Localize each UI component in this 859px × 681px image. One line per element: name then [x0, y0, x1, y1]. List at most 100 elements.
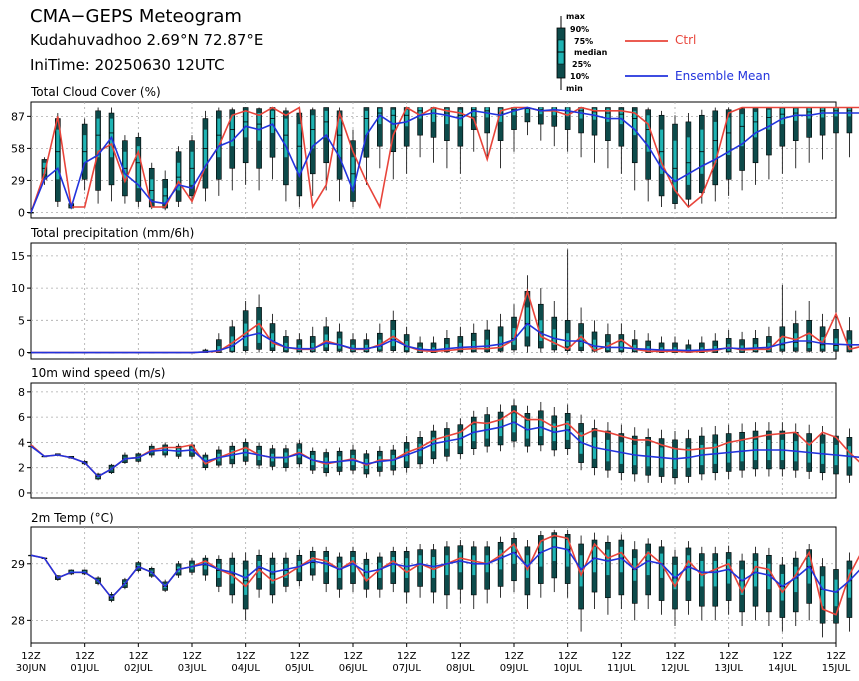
x-tick-date-label: 15JUL — [822, 663, 851, 674]
y-tick-label-wind: 6 — [18, 411, 25, 424]
box-inner-precip — [284, 342, 288, 350]
box-inner-temp — [727, 559, 731, 584]
box-inner-cloud — [136, 146, 140, 189]
box-inner-cloud — [727, 117, 731, 156]
box-inner-cloud — [150, 179, 154, 200]
box-inner-cloud — [606, 108, 610, 122]
x-tick-date-label: 13JUL — [714, 663, 743, 674]
box-inner-cloud — [324, 110, 328, 138]
x-tick-hour-label: 12Z — [182, 651, 202, 662]
box-outer-cloud — [605, 107, 611, 141]
box-inner-precip — [472, 340, 476, 350]
box-inner-cloud — [284, 118, 288, 158]
legend-median-label: median — [574, 48, 608, 57]
y-tick-label-cloud: 58 — [11, 142, 25, 155]
box-inner-temp — [821, 576, 825, 607]
box-inner-temp — [445, 555, 449, 576]
box-inner-precip — [297, 344, 301, 351]
box-inner-precip — [391, 330, 395, 347]
box-inner-cloud — [56, 129, 60, 180]
box-inner-temp — [606, 549, 610, 576]
box-inner-cloud — [673, 140, 677, 191]
box-outer-cloud — [457, 107, 464, 147]
box-inner-cloud — [432, 108, 435, 122]
box-inner-temp — [552, 538, 556, 561]
box-inner-precip — [458, 342, 462, 350]
x-tick-date-label: 30JUN — [16, 663, 46, 674]
x-tick-hour-label: 12Z — [612, 651, 632, 662]
box-inner-precip — [633, 344, 637, 351]
box-inner-cloud — [297, 124, 301, 174]
box-inner-precip — [244, 323, 248, 347]
y-tick-label-cloud: 0 — [18, 206, 25, 219]
y-tick-label-wind: 8 — [18, 386, 25, 399]
box-inner-cloud — [257, 113, 261, 141]
mean-line-precip — [31, 322, 859, 354]
box-inner-temp — [794, 566, 798, 593]
box-inner-precip — [593, 339, 596, 350]
location-label: Kudahuvadhoo 2.69°N 72.87°E — [30, 31, 264, 49]
mean-line-temp — [30, 545, 859, 599]
box-inner-cloud — [686, 137, 690, 185]
box-inner-precip — [566, 333, 570, 347]
x-tick-hour-label: 12Z — [290, 651, 310, 662]
mean-line-cloud — [30, 106, 859, 213]
x-tick-date-label: 04JUL — [231, 663, 260, 674]
x-tick-date-label: 08JUL — [446, 663, 475, 674]
box-inner-temp — [807, 556, 811, 584]
y-tick-label-precip: 15 — [11, 250, 25, 263]
box-inner-temp — [566, 540, 570, 567]
y-tick-label-cloud: 29 — [11, 174, 25, 187]
x-tick-hour-label: 12Z — [558, 651, 578, 662]
legend-p25-label: 25% — [572, 60, 592, 69]
legend-min-label: min — [566, 84, 583, 93]
box-inner-cloud — [418, 107, 422, 119]
x-tick-hour-label: 12Z — [665, 651, 685, 662]
y-tick-label-wind: 4 — [18, 436, 25, 449]
box-inner-cloud — [713, 121, 717, 163]
box-inner-temp — [686, 555, 690, 581]
init-time-label: IniTime: 20250630 12UTC — [30, 56, 225, 74]
x-tick-date-label: 09JUL — [500, 663, 529, 674]
box-outer-cloud — [618, 107, 625, 147]
box-inner-precip — [257, 320, 261, 343]
box-inner-temp — [405, 558, 409, 578]
y-tick-label-precip: 5 — [18, 314, 25, 327]
legend-max-label: max — [566, 12, 585, 21]
x-tick-hour-label: 12Z — [75, 651, 95, 662]
x-tick-hour-label: 12Z — [719, 651, 739, 662]
box-inner-temp — [593, 546, 596, 573]
panel-title-wind: 10m wind speed (m/s) — [31, 366, 166, 380]
panel-title-cloud: Total Cloud Cover (%) — [31, 85, 161, 99]
box-inner-cloud — [244, 110, 248, 138]
legend-mean-label: Ensemble Mean — [675, 69, 771, 83]
y-tick-label-temp: 28 — [11, 614, 25, 627]
x-tick-date-label: 02JUL — [124, 663, 153, 674]
legend-p10-label: 10% — [570, 72, 590, 81]
box-inner-cloud — [633, 110, 637, 136]
box-inner-cloud — [472, 107, 476, 117]
y-tick-label-wind: 2 — [18, 462, 25, 475]
box-inner-temp — [619, 546, 623, 573]
y-tick-label-cloud: 87 — [11, 110, 25, 123]
box-inner-precip — [485, 339, 489, 350]
panel-frame-cloud — [30, 101, 837, 219]
box-inner-cloud — [525, 107, 529, 114]
box-inner-precip — [539, 320, 543, 341]
box-inner-temp — [740, 569, 744, 595]
box-outer-cloud — [377, 107, 383, 147]
box-inner-temp — [660, 553, 664, 578]
box-inner-temp — [700, 560, 704, 587]
box-inner-temp — [646, 551, 650, 576]
y-tick-label-temp: 29 — [11, 558, 25, 571]
box-inner-temp — [472, 555, 476, 576]
chart-title: CMA−GEPS Meteogram — [30, 6, 242, 27]
box-inner-temp — [847, 569, 851, 598]
box-inner-cloud — [271, 110, 274, 133]
y-tick-label-precip: 0 — [18, 347, 25, 360]
box-inner-cloud — [338, 118, 342, 158]
x-tick-date-label: 01JUL — [70, 663, 99, 674]
box-inner-precip — [525, 307, 529, 337]
box-outer-cloud — [497, 107, 504, 141]
